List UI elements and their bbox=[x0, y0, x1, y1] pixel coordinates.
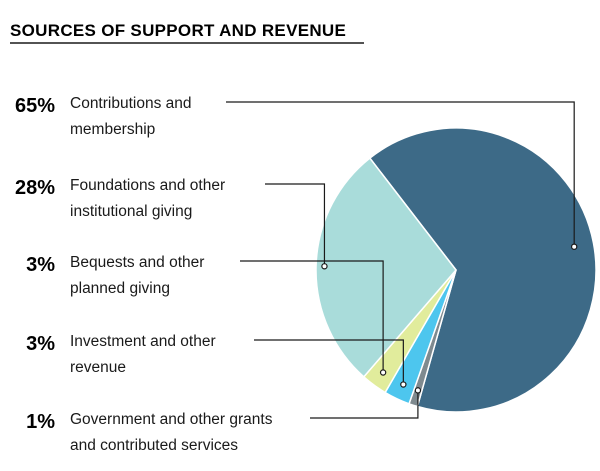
leader-line bbox=[310, 390, 419, 419]
leader-lines bbox=[226, 101, 578, 419]
slice-label-line: revenue bbox=[70, 359, 126, 376]
slice-label-line: planned giving bbox=[70, 280, 170, 297]
slice-percent-label: 1% bbox=[26, 411, 55, 433]
pie-slices bbox=[315, 127, 597, 413]
leader-dot bbox=[414, 387, 422, 394]
slice-labels: 65% Contributions and membership 28% Foundat… bbox=[15, 95, 273, 454]
leader-dot bbox=[379, 369, 387, 376]
slice-percent-label: 28% bbox=[15, 177, 55, 199]
slice-percent-label: 3% bbox=[26, 254, 55, 276]
slice-label-line: Investment and other bbox=[70, 333, 216, 350]
leader-dot bbox=[400, 381, 407, 388]
slice-label-line: Contributions and bbox=[70, 95, 192, 112]
chart-title: SOURCES OF SUPPORT AND REVENUE bbox=[10, 21, 346, 40]
leader-dot bbox=[570, 243, 578, 250]
pie-slice-4 bbox=[315, 157, 457, 378]
leader-dot bbox=[321, 263, 328, 270]
slice-label-line: Government and other grants bbox=[70, 411, 273, 428]
slice-percent-label: 65% bbox=[15, 95, 55, 117]
leader-line bbox=[254, 339, 404, 385]
leader-line bbox=[240, 260, 384, 373]
slice-label-line: membership bbox=[70, 121, 155, 138]
slice-label-line: Bequests and other bbox=[70, 254, 204, 271]
slice-percent-label: 3% bbox=[26, 333, 55, 355]
slice-label-line: institutional giving bbox=[70, 203, 192, 220]
slice-label-line: Foundations and other bbox=[70, 177, 225, 194]
pie-slice-0 bbox=[368, 127, 597, 413]
slice-label-line: and contributed services bbox=[70, 437, 238, 454]
leader-line bbox=[226, 101, 575, 247]
leader-line bbox=[265, 183, 326, 267]
